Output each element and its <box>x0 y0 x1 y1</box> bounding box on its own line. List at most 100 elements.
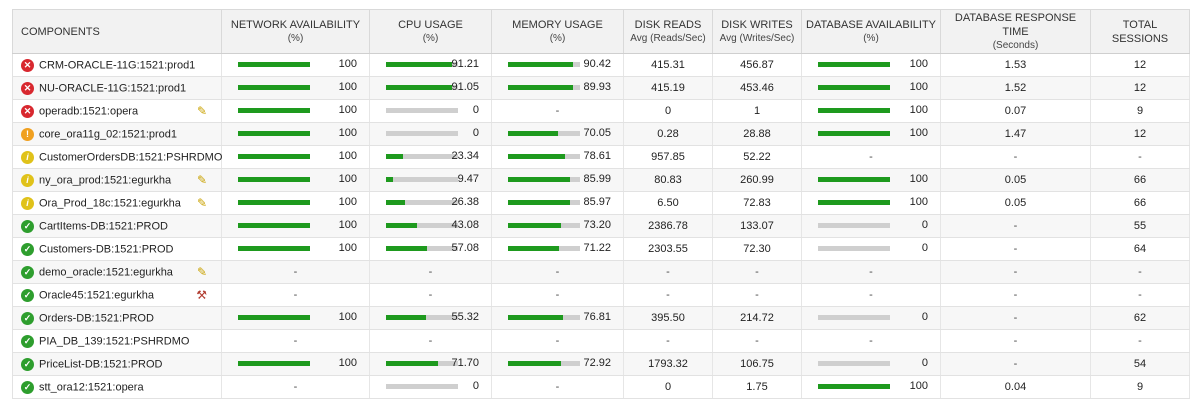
component-name-link[interactable]: Orders-DB:1521:PROD <box>39 312 154 324</box>
component-name-link[interactable]: PIA_DB_139:1521:PSHRDMO <box>39 335 190 347</box>
memory-usage-cell: 73.20 <box>491 214 624 238</box>
component-name-link[interactable]: operadb:1521:opera <box>39 105 139 117</box>
pencil-icon[interactable]: ✎ <box>196 104 207 118</box>
header-disk-writes[interactable]: DISK WRITES Avg (Writes/Sec) <box>712 9 802 54</box>
network-availability-bar <box>238 131 310 136</box>
component-name-link[interactable]: Customers-DB:1521:PROD <box>39 243 174 255</box>
cpu-usage-bar-fill <box>386 361 438 366</box>
table-row[interactable]: ✕ NU-ORACLE-11G:1521:prod1 100 91.05 89.93 41… <box>12 76 1190 100</box>
disk-reads-value: 2386.78 <box>623 214 713 238</box>
memory-usage-value: - <box>491 283 624 307</box>
header-disk-reads[interactable]: DISK READS Avg (Reads/Sec) <box>623 9 713 54</box>
component-cell[interactable]: ✓ Orders-DB:1521:PROD <box>12 306 222 330</box>
table-row[interactable]: i ny_ora_prod:1521:egurkha ✎ 100 9.47 85.99 80… <box>12 168 1190 192</box>
table-row[interactable]: ✕ operadb:1521:opera ✎ 100 0-0 1 100 0.07 9 <box>12 99 1190 123</box>
memory-usage-value: - <box>491 99 624 123</box>
component-name-link[interactable]: stt_ora12:1521:opera <box>39 381 144 393</box>
component-name-link[interactable]: CartItems-DB:1521:PROD <box>39 220 168 232</box>
tools-icon[interactable]: ⚒ <box>196 288 207 302</box>
cpu-usage-cell: 91.05 <box>369 76 492 100</box>
header-memory-usage[interactable]: MEMORY USAGE (%) <box>491 9 624 54</box>
memory-usage-bar-fill <box>508 223 561 228</box>
component-cell[interactable]: i ny_ora_prod:1521:egurkha ✎ <box>12 168 222 192</box>
database-response-time-value: - <box>940 283 1091 307</box>
table-row[interactable]: ! core_ora11g_02:1521:prod1 100 0 70.05 0.28 2… <box>12 122 1190 146</box>
component-cell[interactable]: i Ora_Prod_18c:1521:egurkha ✎ <box>12 191 222 215</box>
component-cell[interactable]: ✓ PriceList-DB:1521:PROD <box>12 352 222 376</box>
component-cell[interactable]: ✕ CRM-ORACLE-11G:1521:prod1 <box>12 53 222 77</box>
network-availability-value: 100 <box>338 81 357 93</box>
component-cell[interactable]: i CustomerOrdersDB:1521:PSHRDMO <box>12 145 223 169</box>
database-availability-value: 100 <box>909 104 928 116</box>
memory-usage-cell: 85.99 <box>491 168 624 192</box>
component-name-link[interactable]: core_ora11g_02:1521:prod1 <box>39 128 178 140</box>
disk-reads-value: 0.28 <box>623 122 713 146</box>
header-cpu-usage[interactable]: CPU USAGE (%) <box>369 9 492 54</box>
component-cell[interactable]: ✕ operadb:1521:opera ✎ <box>12 99 222 123</box>
component-cell[interactable]: ! core_ora11g_02:1521:prod1 <box>12 122 222 146</box>
table-row[interactable]: ✓ PIA_DB_139:1521:PSHRDMO - - - - - - - - <box>12 329 1190 353</box>
disk-writes-value: 456.87 <box>712 53 802 77</box>
component-cell[interactable]: ✓ PIA_DB_139:1521:PSHRDMO <box>12 329 222 353</box>
component-name-link[interactable]: PriceList-DB:1521:PROD <box>39 358 163 370</box>
database-response-time-value: 1.52 <box>940 76 1091 100</box>
component-cell[interactable]: ✓ Oracle45:1521:egurkha ⚒ <box>12 283 222 307</box>
total-sessions-value: 12 <box>1090 122 1190 146</box>
cpu-usage-value: - <box>369 329 492 353</box>
header-database-response-time[interactable]: DATABASE RESPONSE TIME (Seconds) <box>940 9 1091 54</box>
memory-usage-value: 90.42 <box>583 58 611 70</box>
component-name-link[interactable]: NU-ORACLE-11G:1521:prod1 <box>39 82 187 94</box>
disk-writes-value: 72.83 <box>712 191 802 215</box>
disk-reads-value: 0 <box>623 375 713 399</box>
memory-usage-cell: 70.05 <box>491 122 624 146</box>
status-critical-icon: ✕ <box>21 104 34 118</box>
database-availability-cell: 100 <box>801 122 941 146</box>
component-name-link[interactable]: CustomerOrdersDB:1521:PSHRDMO <box>39 151 223 163</box>
memory-usage-value: 70.05 <box>583 127 611 139</box>
database-availability-value: 0 <box>921 311 928 323</box>
database-availability-cell: 100 <box>801 375 941 399</box>
header-total-sessions[interactable]: TOTAL SESSIONS <box>1090 9 1190 54</box>
header-network-availability[interactable]: NETWORK AVAILABILITY (%) <box>221 9 370 54</box>
header-components[interactable]: COMPONENTS <box>12 9 222 54</box>
component-name-link[interactable]: Ora_Prod_18c:1521:egurkha <box>39 197 181 209</box>
database-availability-bar-fill <box>818 85 890 90</box>
table-row[interactable]: ✓ stt_ora12:1521:opera -0-0 1.75 100 0.04 9 <box>12 375 1190 399</box>
network-availability-bar-fill <box>238 131 310 136</box>
table-row[interactable]: ✓ demo_oracle:1521:egurkha ✎ - - - - - - - - <box>12 260 1190 284</box>
network-availability-bar <box>238 246 310 251</box>
component-name-link[interactable]: demo_oracle:1521:egurkha <box>39 266 173 278</box>
memory-usage-value: 85.99 <box>583 173 611 185</box>
database-availability-value: 100 <box>909 81 928 93</box>
table-row[interactable]: i CustomerOrdersDB:1521:PSHRDMO 100 23.34 78… <box>12 145 1190 169</box>
network-availability-value: - <box>221 329 370 353</box>
pencil-icon[interactable]: ✎ <box>196 196 207 210</box>
cpu-usage-value: 9.47 <box>457 173 479 185</box>
status-ok-icon: ✓ <box>21 380 34 394</box>
table-row[interactable]: ✓ PriceList-DB:1521:PROD 100 71.70 72.92 1793… <box>12 352 1190 376</box>
cpu-usage-bar <box>386 85 458 90</box>
component-cell[interactable]: ✓ stt_ora12:1521:opera <box>12 375 222 399</box>
pencil-icon[interactable]: ✎ <box>196 265 207 279</box>
component-name-link[interactable]: Oracle45:1521:egurkha <box>39 289 154 301</box>
component-cell[interactable]: ✓ demo_oracle:1521:egurkha ✎ <box>12 260 222 284</box>
network-availability-cell: 100 <box>221 191 370 215</box>
table-row[interactable]: ✕ CRM-ORACLE-11G:1521:prod1 100 91.21 90.42 4… <box>12 53 1190 77</box>
table-row[interactable]: ✓ CartItems-DB:1521:PROD 100 43.08 73.20 2386… <box>12 214 1190 238</box>
header-database-availability[interactable]: DATABASE AVAILABILITY (%) <box>801 9 941 54</box>
table-row[interactable]: ✓ Customers-DB:1521:PROD 100 57.08 71.22 2303… <box>12 237 1190 261</box>
memory-usage-bar <box>508 361 580 366</box>
cpu-usage-cell: 91.21 <box>369 53 492 77</box>
component-cell[interactable]: ✓ Customers-DB:1521:PROD <box>12 237 222 261</box>
table-row[interactable]: i Ora_Prod_18c:1521:egurkha ✎ 100 26.38 85.97… <box>12 191 1190 215</box>
total-sessions-value: 12 <box>1090 53 1190 77</box>
component-cell[interactable]: ✓ CartItems-DB:1521:PROD <box>12 214 222 238</box>
component-name-link[interactable]: CRM-ORACLE-11G:1521:prod1 <box>39 59 196 71</box>
component-cell[interactable]: ✕ NU-ORACLE-11G:1521:prod1 <box>12 76 222 100</box>
database-availability-value: - <box>801 260 941 284</box>
component-name-link[interactable]: ny_ora_prod:1521:egurkha <box>39 174 172 186</box>
status-minor-icon: i <box>21 196 34 210</box>
table-row[interactable]: ✓ Oracle45:1521:egurkha ⚒ - - - - - - - - <box>12 283 1190 307</box>
table-row[interactable]: ✓ Orders-DB:1521:PROD 100 55.32 76.81 395.50 2… <box>12 306 1190 330</box>
pencil-icon[interactable]: ✎ <box>196 173 207 187</box>
